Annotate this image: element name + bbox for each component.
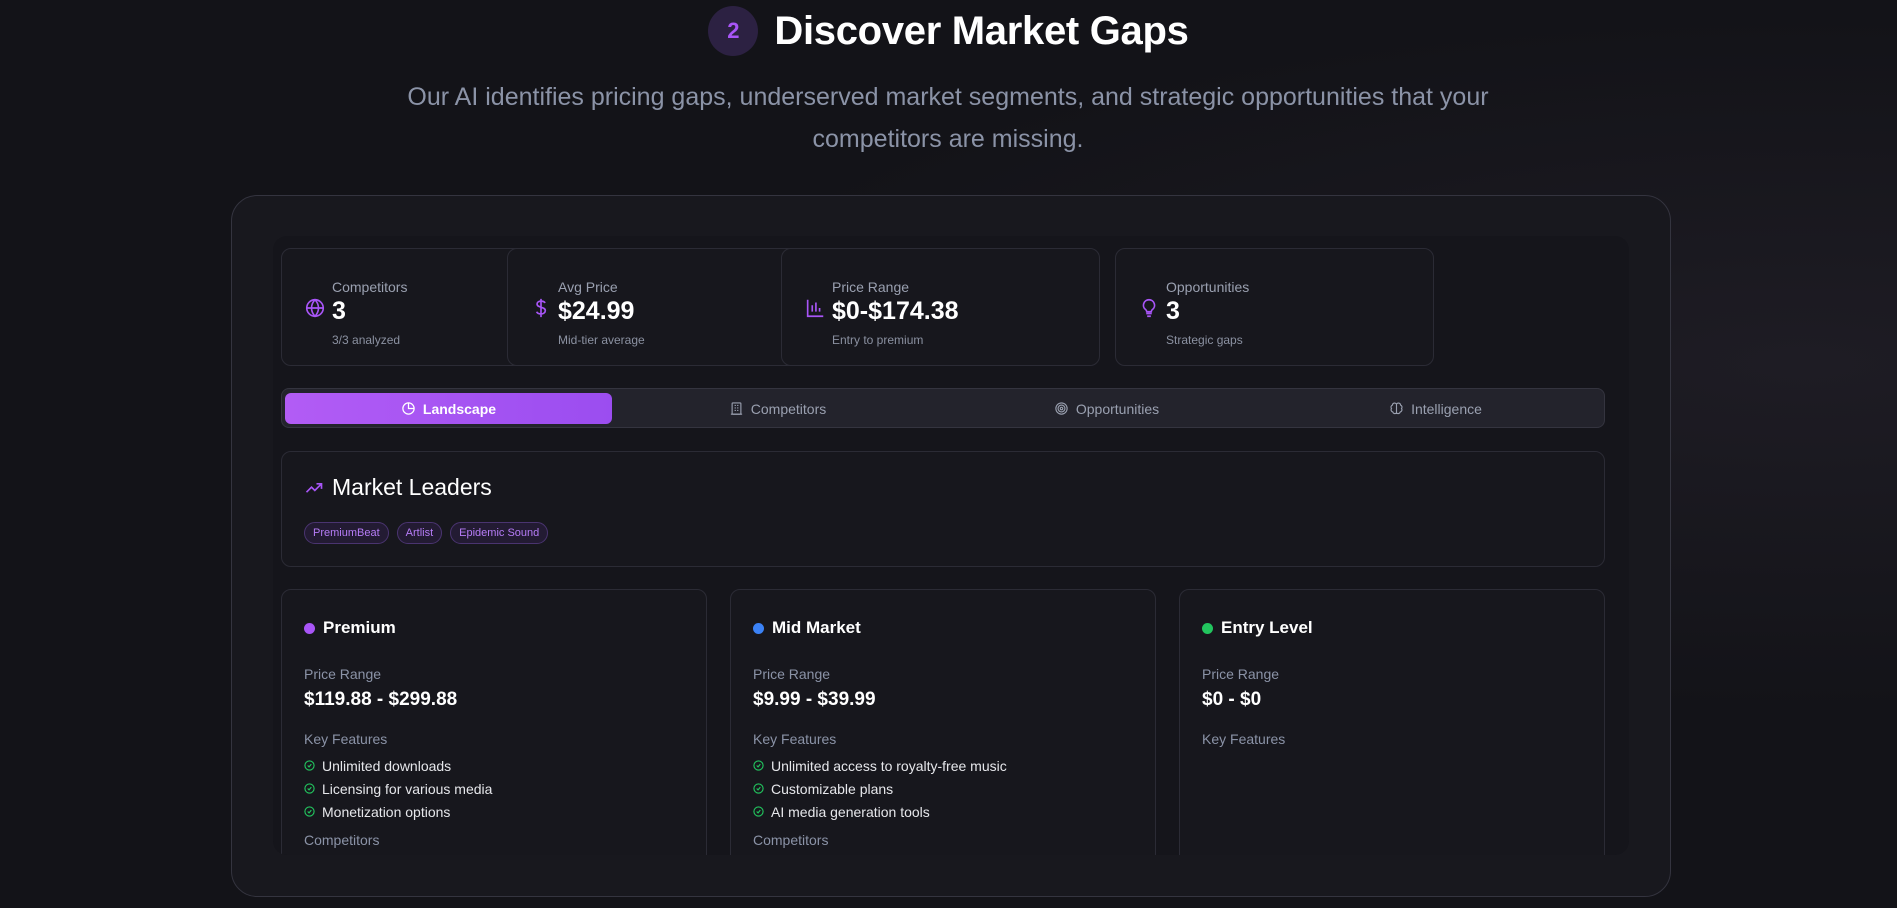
feature-item: Monetization options bbox=[304, 800, 492, 823]
check-circle-icon bbox=[304, 783, 315, 794]
stat-subtext: 3/3 analyzed bbox=[332, 333, 401, 347]
tab-label: Intelligence bbox=[1411, 400, 1482, 417]
price-range-label: Price Range bbox=[304, 666, 382, 682]
feature-text: Unlimited downloads bbox=[322, 757, 452, 774]
stat-label: Competitors bbox=[332, 279, 408, 295]
feature-text: Monetization options bbox=[322, 803, 451, 820]
feature-text: Unlimited access to royalty-free music bbox=[771, 757, 1007, 774]
step-number-badge: 2 bbox=[708, 6, 759, 56]
pie-chart-icon bbox=[402, 402, 415, 415]
leader-chips: PremiumBeat Artlist Epidemic Sound bbox=[304, 522, 549, 544]
globe-icon bbox=[305, 298, 325, 318]
feature-text: Licensing for various media bbox=[322, 780, 493, 797]
stat-card-avg-price: Avg Price $24.99 Mid-tier average bbox=[507, 248, 826, 366]
segment-name: Entry Level bbox=[1221, 618, 1313, 637]
tab-label: Opportunities bbox=[1075, 400, 1160, 417]
tab-intelligence[interactable]: Intelligence bbox=[1272, 393, 1599, 424]
feature-text: Customizable plans bbox=[771, 780, 894, 797]
tab-landscape[interactable]: Landscape bbox=[285, 393, 612, 424]
feature-item: Unlimited access to royalty-free music bbox=[753, 754, 1007, 777]
leader-chip: Epidemic Sound bbox=[450, 522, 549, 544]
feature-list: Unlimited access to royalty-free music C… bbox=[753, 754, 1007, 823]
price-range-value: $119.88 - $299.88 bbox=[304, 689, 458, 710]
competitors-label: Competitors bbox=[753, 832, 829, 848]
key-features-label: Key Features bbox=[304, 731, 388, 747]
stat-label: Price Range bbox=[832, 279, 910, 295]
stat-card-opportunities: Opportunities 3 Strategic gaps bbox=[1115, 248, 1434, 366]
check-circle-icon bbox=[304, 806, 315, 817]
page-subtitle: Our AI identifies pricing gaps, underser… bbox=[407, 83, 1489, 153]
feature-item: AI media generation tools bbox=[753, 800, 1007, 823]
segment-header: Entry Level bbox=[1202, 618, 1313, 638]
segment-card-entry-level: Entry Level Price Range $0 - $0 Key Feat… bbox=[1179, 589, 1605, 855]
stat-label: Avg Price bbox=[558, 279, 618, 295]
leader-chip: PremiumBeat bbox=[304, 522, 389, 544]
tab-label: Competitors bbox=[750, 400, 827, 417]
stat-value: 3 bbox=[332, 297, 346, 325]
stat-subtext: Mid-tier average bbox=[558, 333, 645, 347]
price-range-value: $0 - $0 bbox=[1202, 689, 1262, 710]
target-icon bbox=[1055, 402, 1068, 415]
stat-subtext: Strategic gaps bbox=[1166, 333, 1243, 347]
lightbulb-icon bbox=[1142, 298, 1156, 318]
price-range-value: $9.99 - $39.99 bbox=[753, 689, 876, 710]
feature-item: Licensing for various media bbox=[304, 777, 492, 800]
brain-icon bbox=[1390, 402, 1403, 415]
stat-value: 3 bbox=[1166, 297, 1180, 325]
trending-up-icon bbox=[305, 482, 323, 493]
market-leaders-card: Market Leaders PremiumBeat Artlist Epide… bbox=[281, 451, 1605, 567]
market-leaders-title: Market Leaders bbox=[332, 474, 492, 500]
segment-color-dot bbox=[304, 622, 315, 634]
feature-list: Unlimited downloads Licensing for variou… bbox=[304, 754, 492, 823]
price-range-label: Price Range bbox=[1202, 666, 1280, 682]
bar-chart-icon bbox=[806, 299, 824, 318]
segment-header: Mid Market bbox=[753, 618, 861, 638]
feature-item: Unlimited downloads bbox=[304, 754, 492, 777]
hero-heading: 2 Discover Market Gaps bbox=[0, 6, 1897, 56]
stat-value: $0-$174.38 bbox=[832, 297, 959, 325]
segment-name: Mid Market bbox=[772, 618, 861, 637]
stat-card-price-range: Price Range $0-$174.38 Entry to premium bbox=[781, 248, 1100, 366]
segment-color-dot bbox=[1202, 622, 1213, 634]
dollar-icon bbox=[535, 298, 547, 318]
dashboard-panel: Competitors 3 3/3 analyzed Avg Price $24… bbox=[273, 236, 1629, 855]
competitors-label: Competitors bbox=[304, 832, 380, 848]
segment-card-mid-market: Mid Market Price Range $9.99 - $39.99 Ke… bbox=[730, 589, 1156, 855]
feature-text: AI media generation tools bbox=[771, 803, 930, 820]
market-leaders-heading: Market Leaders bbox=[304, 474, 492, 501]
check-circle-icon bbox=[753, 783, 764, 794]
segment-card-premium: Premium Price Range $119.88 - $299.88 Ke… bbox=[281, 589, 707, 855]
key-features-label: Key Features bbox=[1202, 731, 1286, 747]
price-range-label: Price Range bbox=[753, 666, 831, 682]
check-circle-icon bbox=[304, 760, 315, 771]
feature-item: Customizable plans bbox=[753, 777, 1007, 800]
stat-subtext: Entry to premium bbox=[832, 333, 924, 347]
page-title: Discover Market Gaps bbox=[774, 8, 1189, 53]
tab-label: Landscape bbox=[422, 400, 497, 417]
key-features-label: Key Features bbox=[753, 731, 837, 747]
tab-competitors[interactable]: Competitors bbox=[614, 393, 941, 424]
tab-opportunities[interactable]: Opportunities bbox=[943, 393, 1270, 424]
segment-name: Premium bbox=[323, 618, 396, 637]
stat-value: $24.99 bbox=[558, 297, 635, 325]
tab-bar: Landscape Competitors Opportunities Inte… bbox=[281, 388, 1605, 428]
check-circle-icon bbox=[753, 760, 764, 771]
building-icon bbox=[730, 402, 742, 415]
segment-header: Premium bbox=[304, 618, 396, 638]
leader-chip: Artlist bbox=[396, 522, 443, 544]
stat-label: Opportunities bbox=[1166, 279, 1250, 295]
segment-color-dot bbox=[753, 622, 764, 634]
check-circle-icon bbox=[753, 806, 764, 817]
